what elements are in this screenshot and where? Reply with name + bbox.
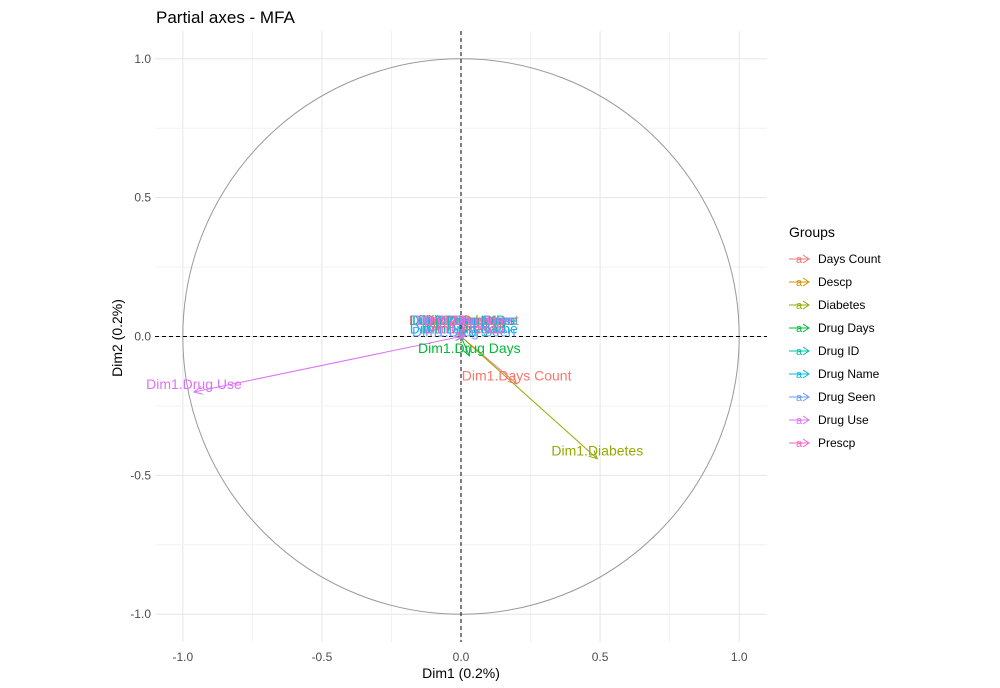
arrow-label: Dim1.Diabetes: [551, 443, 643, 459]
y-tick-label: -1.0: [130, 607, 151, 621]
legend-item: a Drug Days: [789, 321, 875, 335]
arrow-label: Dim1.Descp: [426, 318, 502, 334]
arrow-label: Dim1.Drug Days: [418, 340, 521, 356]
legend-label: Descp: [818, 275, 852, 289]
legend-key-glyph: a: [796, 369, 803, 381]
legend-key-glyph: a: [796, 254, 803, 266]
arrow-label: Dim2.Drug ID: [421, 312, 506, 328]
y-tick-label: 0.5: [134, 191, 151, 205]
legend-label: Diabetes: [818, 298, 865, 312]
legend-label: Drug ID: [818, 344, 860, 358]
legend-item: a Drug Name: [789, 367, 880, 381]
legend-key-glyph: a: [796, 346, 803, 358]
legend-key-arrowhead: [802, 300, 810, 310]
arrow-label: Dim1.Drug ID: [421, 321, 506, 337]
legend-item: a Days Count: [789, 252, 881, 266]
arrow-label: Dim2.Drug Name: [410, 312, 518, 328]
arrows-layer: [192, 327, 599, 460]
arrow-label: Dim1.Drug Seen: [412, 323, 516, 339]
legend-key-glyph: a: [796, 300, 803, 312]
legend: a Days Count a Descp a Diabetes a Drug Days a Dru…: [789, 252, 881, 450]
legend-label: Prescp: [818, 436, 856, 450]
arrow-shaft: [193, 336, 462, 393]
arrow-shaft: [460, 336, 470, 357]
legend-key-glyph: a: [796, 415, 803, 427]
legend-key-glyph: a: [796, 277, 803, 289]
legend-key-arrowhead: [802, 323, 810, 333]
y-axis-title: Dim2 (0.2%): [109, 299, 125, 377]
arrow-head: [507, 375, 518, 385]
arrow-label: Dim2.Diabetes: [418, 312, 510, 328]
legend-label: Drug Seen: [818, 390, 875, 404]
legend-key-arrowhead: [802, 369, 810, 379]
arrow-label: Dim2.Descp: [426, 312, 502, 328]
legend-key-arrowhead: [802, 392, 810, 402]
legend-item: a Prescp: [789, 436, 856, 450]
arrow-head: [192, 386, 203, 395]
x-tick-label: 0.5: [592, 650, 609, 664]
legend-key-glyph: a: [796, 323, 803, 335]
y-tick-label: -0.5: [130, 468, 151, 482]
y-axis-ticks: -1.0 -0.5 0.0 0.5 1.0: [130, 52, 151, 621]
legend-label: Drug Use: [818, 413, 869, 427]
arrow-label: Dim1.Drug Name: [410, 321, 518, 337]
legend-item: a Diabetes: [789, 298, 865, 312]
legend-label: Drug Name: [818, 367, 880, 381]
legend-item: a Drug Seen: [789, 390, 875, 404]
arrow-label: Dim1.Prescp: [424, 321, 504, 337]
arrow-head: [462, 346, 471, 357]
reference-lines: [155, 31, 767, 642]
legend-key-arrowhead: [802, 415, 810, 425]
legend-item: a Descp: [789, 275, 852, 289]
arrow-label: Dim1.Days Count: [462, 368, 572, 384]
arrow-shaft: [460, 336, 598, 460]
chart-title: Partial axes - MFA: [156, 8, 296, 27]
legend-key-arrowhead: [802, 438, 810, 448]
legend-label: Drug Days: [818, 321, 875, 335]
legend-item: a Drug Use: [789, 413, 869, 427]
legend-item: a Drug ID: [789, 344, 860, 358]
arrow-labels-layer: Dim1.Days Count Dim2.Days CountDim1.Descp…: [146, 312, 643, 459]
arrow-shaft: [460, 328, 465, 337]
arrow-label: Dim2.Drug Use: [416, 312, 512, 328]
legend-key-glyph: a: [796, 438, 803, 450]
x-axis-title: Dim1 (0.2%): [422, 665, 500, 681]
legend-label: Days Count: [818, 252, 881, 266]
x-tick-label: -0.5: [312, 650, 333, 664]
x-tick-label: 1.0: [731, 650, 748, 664]
x-tick-label: 0.0: [453, 650, 470, 664]
arrow-label: Dim2.Drug Days: [412, 312, 515, 328]
arrow-label: Dim1.Drug Use: [146, 376, 242, 392]
arrow-head: [588, 450, 599, 460]
y-tick-label: 1.0: [134, 52, 151, 66]
legend-key-arrowhead: [802, 346, 810, 356]
arrow-head: [457, 327, 466, 338]
y-tick-label: 0.0: [134, 330, 151, 344]
arrow-label: Dim2.Drug Seen: [412, 312, 516, 328]
x-axis-ticks: -1.0 -0.5 0.0 0.5 1.0: [172, 650, 747, 664]
legend-title: Groups: [789, 224, 835, 240]
legend-key-glyph: a: [796, 392, 803, 404]
arrow-label: Dim2.Days Count: [409, 312, 519, 328]
x-tick-label: -1.0: [172, 650, 193, 664]
legend-key-arrowhead: [802, 277, 810, 287]
legend-key-arrowhead: [802, 254, 810, 264]
arrow-label: Dim2.Prescp: [424, 312, 504, 328]
